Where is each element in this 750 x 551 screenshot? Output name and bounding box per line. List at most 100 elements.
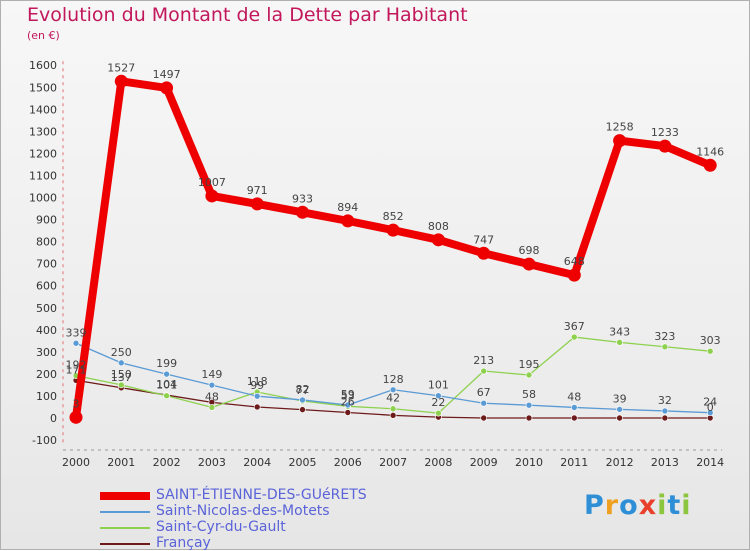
data-label: 323 [654,330,675,343]
data-label: 213 [473,354,494,367]
x-tick-label: 2012 [606,456,634,469]
data-label: 747 [473,233,494,246]
data-point [253,392,261,400]
y-tick-label: 1200 [29,147,57,160]
x-tick-label: 2003 [198,456,226,469]
data-point [706,347,714,355]
logo-letter: P [584,490,605,521]
data-label: 250 [111,346,132,359]
logo-letter: i [657,490,668,521]
data-point [480,367,488,375]
data-label: 48 [205,390,219,403]
chart-subtitle: (en €) [27,29,60,42]
logo-letter: o [619,490,639,521]
data-label: 150 [111,368,132,381]
data-label: 1233 [651,126,679,139]
legend: SAINT-ÉTIENNE-DES-GUéRETS Saint-Nicolas-d… [100,487,500,551]
data-label: 1146 [696,145,724,158]
y-tick-label: 1400 [29,103,57,116]
data-point [114,74,128,88]
y-tick-label: 1600 [29,59,57,72]
data-label: 808 [428,220,449,233]
legend-item: SAINT-ÉTIENNE-DES-GUéRETS [100,487,500,503]
data-label: 192 [66,359,87,372]
data-label: 343 [609,325,630,338]
data-label: 48 [567,390,581,403]
data-point [163,370,170,378]
data-label: 67 [477,386,491,399]
y-tick-label: 800 [36,236,57,249]
data-label: 971 [247,184,268,197]
x-tick-label: 2001 [107,456,135,469]
data-label: 59 [341,388,355,401]
data-label: 698 [519,244,540,257]
data-label: 1527 [107,61,135,74]
data-label: 303 [700,334,721,347]
data-label: 24 [703,396,717,409]
data-point [435,409,442,417]
data-point [480,399,488,407]
y-tick-label: 300 [36,346,57,359]
data-point [613,134,627,148]
logo-letter: r [604,490,620,521]
data-point [661,407,669,415]
legend-swatch [100,492,150,500]
data-point [522,257,536,271]
data-label: 199 [156,357,177,370]
data-label: 128 [383,373,404,386]
data-point [431,233,445,247]
data-point [616,339,623,346]
legend-item: Saint-Nicolas-des-Motets [100,503,500,519]
data-point [570,333,578,341]
data-point [118,359,125,367]
data-point [386,223,400,237]
y-tick-label: 600 [36,280,57,293]
data-label: 3 [73,397,80,410]
data-label: 0 [707,401,714,414]
data-point [389,386,397,394]
data-label: 101 [156,379,177,392]
data-label: 1497 [153,68,181,81]
x-tick-label: 2010 [515,456,543,469]
x-tick-label: 2004 [243,456,271,469]
data-point [703,158,717,172]
x-tick-label: 2005 [289,456,317,469]
legend-swatch [100,527,150,529]
y-tick-label: 1300 [29,125,57,138]
data-point [160,81,174,95]
data-label: 101 [428,379,449,392]
data-label: 1258 [606,121,634,134]
y-tick-label: 100 [36,390,57,403]
data-label: 137 [111,371,132,384]
data-point [525,371,533,379]
data-point [706,409,714,417]
data-point [389,412,397,419]
logo-letter: t [667,490,682,521]
data-point [567,268,581,282]
logo-letter: i [681,490,692,521]
data-label: 22 [431,396,445,409]
data-point [344,409,352,416]
data-label: 933 [292,192,313,205]
x-tick-label: 2013 [651,456,679,469]
x-tick-label: 2008 [424,456,452,469]
legend-swatch [100,543,150,545]
line-chart: -100 0 100 200 300 400 500 600 700 800 900 1000 1100… [29,59,724,469]
data-label: 894 [337,201,358,214]
y-tick-label: 0 [50,412,57,425]
y-tick-label: 1000 [29,192,57,205]
data-label: 39 [613,392,627,405]
y-tick-label: 200 [36,368,57,381]
x-tick-label: 2006 [334,456,362,469]
data-label: 367 [564,320,585,333]
data-label: 195 [519,358,540,371]
x-tick-label: 2009 [470,456,498,469]
y-tick-label: 900 [36,214,57,227]
data-label: 339 [66,326,87,339]
data-label: 648 [564,255,585,268]
data-point [253,403,261,411]
data-point [341,214,355,228]
y-tick-label: 400 [36,324,57,337]
y-tick-label: 700 [36,258,57,271]
